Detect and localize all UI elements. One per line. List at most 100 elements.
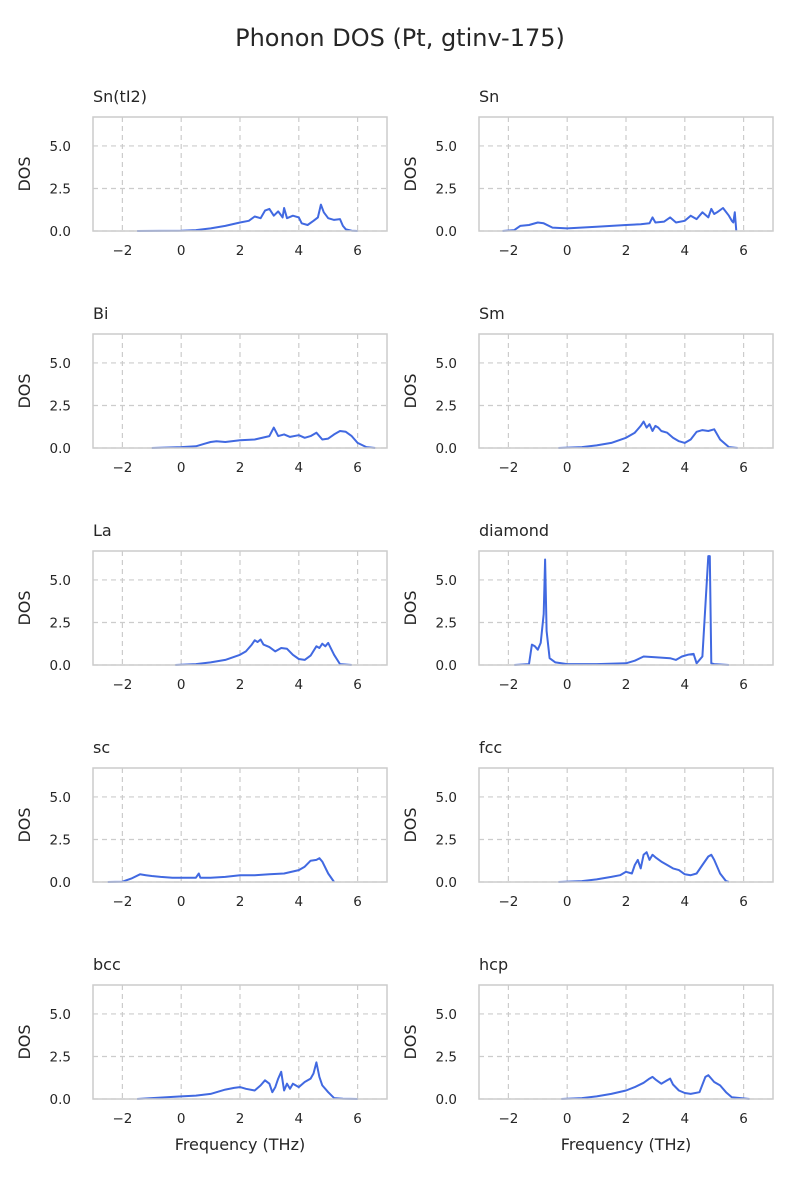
x-tick-label: −2	[112, 460, 132, 476]
dos-series-line	[558, 851, 730, 883]
x-tick-label: 2	[622, 894, 631, 910]
x-tick-label: 6	[739, 1111, 748, 1127]
x-tick-label: −2	[112, 243, 132, 259]
x-tick-label: 0	[177, 677, 186, 693]
axes-frame	[92, 984, 388, 1100]
y-tick-label: 5.0	[436, 139, 457, 155]
x-tick-label: 4	[681, 894, 690, 910]
x-tick-label: 4	[295, 1111, 304, 1127]
axes-frame	[92, 550, 388, 666]
axes-frame	[92, 767, 388, 883]
dos-series-line	[561, 1074, 750, 1100]
y-tick-label: 2.5	[436, 615, 457, 631]
x-tick-label: 4	[295, 677, 304, 693]
x-tick-label: 6	[739, 243, 748, 259]
y-tick-label: 2.5	[50, 398, 71, 414]
axes-frame	[478, 767, 774, 883]
y-tick-label: 0.0	[436, 224, 457, 240]
y-tick-label: 5.0	[50, 1007, 71, 1023]
x-tick-label: 4	[295, 460, 304, 476]
x-tick-label: −2	[112, 1111, 132, 1127]
x-tick-label: 4	[681, 1111, 690, 1127]
x-tick-label: 4	[295, 243, 304, 259]
y-tick-label: 0.0	[50, 224, 71, 240]
dos-series-line	[151, 426, 376, 449]
dos-series-line	[514, 555, 729, 666]
subplot-sn: −2 0 2 4 6 0.0 2.5 5.0 Sn DOS	[401, 87, 774, 259]
subplot-title: hcp	[479, 955, 508, 974]
y-tick-label: 0.0	[436, 875, 457, 891]
x-tick-label: 6	[353, 894, 362, 910]
subplot-bcc: −2 0 2 4 6 0.0 2.5 5.0 bcc DOS Frequency (THz)	[15, 955, 388, 1154]
y-axis-label: DOS	[15, 1024, 34, 1059]
y-axis-label: DOS	[401, 590, 420, 625]
x-tick-label: 6	[739, 460, 748, 476]
subplot-hcp: −2 0 2 4 6 0.0 2.5 5.0 hcp DOS Frequency (THz)	[401, 955, 774, 1154]
subplot-bi: −2 0 2 4 6 0.0 2.5 5.0 Bi DOS	[15, 304, 388, 476]
x-tick-label: −2	[112, 894, 132, 910]
y-tick-label: 5.0	[50, 790, 71, 806]
y-tick-label: 5.0	[50, 356, 71, 372]
subplot-fcc: −2 0 2 4 6 0.0 2.5 5.0 fcc DOS	[401, 738, 774, 910]
x-tick-label: 0	[177, 894, 186, 910]
y-tick-label: 5.0	[50, 139, 71, 155]
x-tick-label: −2	[498, 1111, 518, 1127]
dos-series-line	[137, 1061, 358, 1100]
x-tick-label: 2	[236, 894, 245, 910]
x-tick-label: 0	[563, 677, 572, 693]
x-tick-label: 6	[353, 460, 362, 476]
subplot-title: fcc	[479, 738, 502, 757]
x-tick-label: 4	[681, 243, 690, 259]
x-tick-label: 0	[563, 1111, 572, 1127]
axes-frame	[92, 333, 388, 449]
x-tick-label: 6	[739, 894, 748, 910]
x-tick-label: 2	[236, 1111, 245, 1127]
x-tick-label: 4	[295, 894, 304, 910]
dos-series-line	[137, 203, 358, 232]
x-tick-label: 2	[622, 677, 631, 693]
y-tick-label: 2.5	[50, 181, 71, 197]
subplot-title: Bi	[93, 304, 108, 323]
x-tick-label: 2	[622, 460, 631, 476]
x-tick-label: −2	[498, 460, 518, 476]
y-axis-label: DOS	[401, 373, 420, 408]
subplot-title: Sm	[479, 304, 505, 323]
subplot-title: bcc	[93, 955, 121, 974]
y-tick-label: 5.0	[436, 356, 457, 372]
x-tick-label: 2	[236, 243, 245, 259]
subplot-title: sc	[93, 738, 110, 757]
x-tick-label: 2	[236, 460, 245, 476]
x-tick-label: 2	[236, 677, 245, 693]
x-tick-label: −2	[112, 677, 132, 693]
x-tick-label: 2	[622, 243, 631, 259]
x-tick-label: 0	[177, 1111, 186, 1127]
subplot-title: Sn(tI2)	[93, 87, 147, 106]
x-tick-label: 2	[622, 1111, 631, 1127]
y-axis-label: DOS	[15, 156, 34, 191]
y-tick-label: 2.5	[436, 398, 457, 414]
y-tick-label: 0.0	[50, 441, 71, 457]
x-tick-label: 0	[563, 460, 572, 476]
y-tick-label: 5.0	[436, 790, 457, 806]
subplot-grid: −2 0 2 4 6 0.0 2.5 5.0 Sn(tI2) DOS −2 0 2 4 6 0.0 2.5 5.0…	[15, 87, 774, 1154]
dos-series-line	[502, 207, 738, 232]
y-tick-label: 2.5	[436, 832, 457, 848]
x-tick-label: 4	[681, 677, 690, 693]
x-tick-label: 0	[177, 243, 186, 259]
dos-series-line	[175, 638, 352, 666]
subplot-diamond: −2 0 2 4 6 0.0 2.5 5.0 diamond DOS	[401, 521, 774, 693]
y-tick-label: 0.0	[50, 658, 71, 674]
y-axis-label: DOS	[15, 590, 34, 625]
y-axis-label: DOS	[15, 807, 34, 842]
y-tick-label: 5.0	[50, 573, 71, 589]
x-axis-label: Frequency (THz)	[561, 1135, 691, 1154]
x-axis-label: Frequency (THz)	[175, 1135, 305, 1154]
x-tick-label: −2	[498, 894, 518, 910]
y-axis-label: DOS	[15, 373, 34, 408]
x-tick-label: 6	[353, 243, 362, 259]
subplot-sn-ti2: −2 0 2 4 6 0.0 2.5 5.0 Sn(tI2) DOS	[15, 87, 388, 259]
y-axis-label: DOS	[401, 156, 420, 191]
y-tick-label: 0.0	[436, 441, 457, 457]
